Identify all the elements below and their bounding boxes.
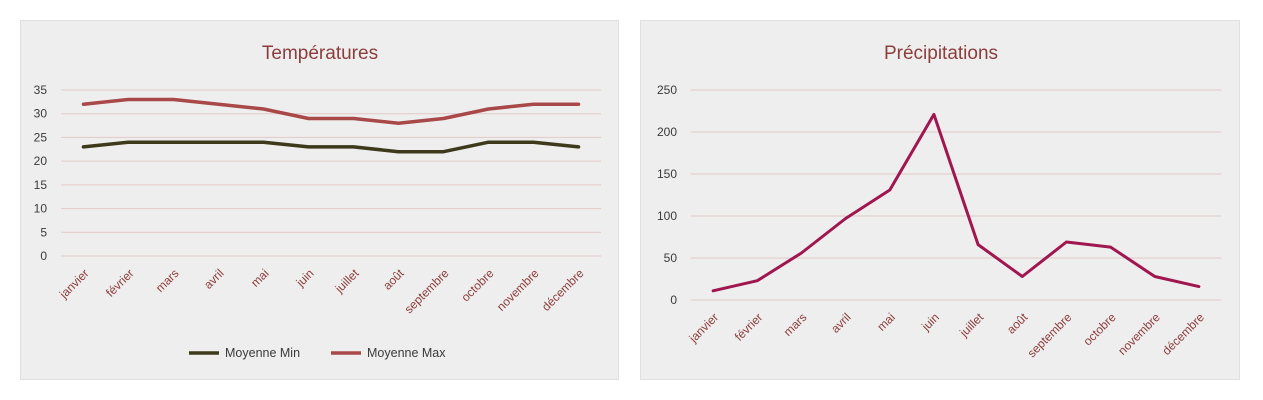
data-point [172,98,175,101]
data-point [82,103,85,106]
data-point [307,117,310,120]
chart-title: Précipitations [884,43,998,64]
data-point [932,113,936,116]
x-tick-label: novembre [494,266,542,314]
y-tick-label: 0 [40,249,47,263]
y-tick-label: 200 [657,125,677,139]
x-tick-label: septembre [402,266,452,316]
data-point [442,150,445,153]
data-point [262,107,265,111]
x-tick-label: mai [248,266,272,290]
data-point [352,117,355,120]
y-tick-label: 100 [657,209,677,223]
x-tick-label: décembre [1159,310,1207,358]
data-point [756,279,759,282]
x-tick-label: février [732,310,765,343]
temperature-chart: Températures 0 5 10 15 20 25 30 35 janvier févri… [34,43,601,360]
x-tick-label: avril [201,266,226,291]
data-point [307,145,310,149]
x-tick-label: mars [153,266,182,295]
legend: Moyenne Min Moyenne Max [189,346,446,360]
x-tick-label: février [103,266,136,299]
data-point [397,122,400,125]
data-point [1021,275,1024,278]
data-point [1109,245,1112,249]
x-tick-label: juin [293,266,317,290]
x-tick-label: juillet [956,310,986,340]
data-point [532,140,535,144]
data-point [487,107,490,111]
legend-label-min: Moyenne Min [225,346,300,360]
y-tick-label: 25 [34,130,48,144]
x-tick-label: octobre [458,266,496,304]
data-point [487,140,490,144]
data-point [844,217,847,220]
data-point [127,98,130,101]
data-point [1197,285,1201,288]
precipitation-chart-panel: Précipitations 0 50 100 150 200 250 janvier fé… [640,20,1240,380]
data-point [577,103,580,106]
y-tick-label: 0 [670,293,677,307]
data-point [127,140,130,144]
y-tick-label: 30 [34,107,48,121]
data-point [577,145,580,149]
data-point [262,140,265,144]
y-tick-label: 35 [34,83,48,97]
precipitation-chart: Précipitations 0 50 100 150 200 250 janvier fé… [657,43,1221,360]
data-point [172,140,175,144]
data-point [442,117,445,120]
y-tick-label: 15 [34,178,48,192]
data-point [800,251,803,255]
x-tick-label: décembre [539,266,587,314]
x-tick-label: juin [918,310,942,334]
temperature-chart-panel: Températures 0 5 10 15 20 25 30 35 janvier févri… [20,20,619,380]
series-line-0 [81,140,581,154]
data-point [1153,275,1156,278]
data-point [397,150,400,153]
y-tick-label: 20 [34,154,48,168]
data-point [217,103,220,106]
x-tick-label: novembre [1115,310,1163,358]
data-point [976,243,980,246]
x-tick-label: septembre [1025,310,1075,360]
data-point [82,145,85,149]
data-point [532,103,535,106]
data-point [888,188,891,192]
x-tick-label: avril [828,310,853,335]
chart-title: Températures [262,43,378,64]
x-tick-label: janvier [686,310,722,346]
x-tick-label: juillet [332,266,362,296]
x-tick-label: mai [874,310,898,334]
data-point [711,289,715,292]
x-tick-label: janvier [56,266,92,302]
legend-label-max: Moyenne Max [367,346,446,360]
x-tick-label: août [1004,310,1031,337]
data-point [1065,240,1068,244]
x-tick-label: mars [781,310,810,339]
y-tick-label: 5 [40,225,47,239]
x-tick-label: août [380,266,407,293]
series-line-1 [81,97,581,125]
y-tick-label: 250 [657,83,677,97]
x-tick-label: octobre [1080,310,1118,348]
y-tick-label: 10 [34,202,48,216]
data-point [217,140,220,144]
y-tick-label: 50 [664,251,678,265]
data-point [352,145,355,149]
series-line-0 [711,112,1201,293]
y-tick-label: 150 [657,167,677,181]
